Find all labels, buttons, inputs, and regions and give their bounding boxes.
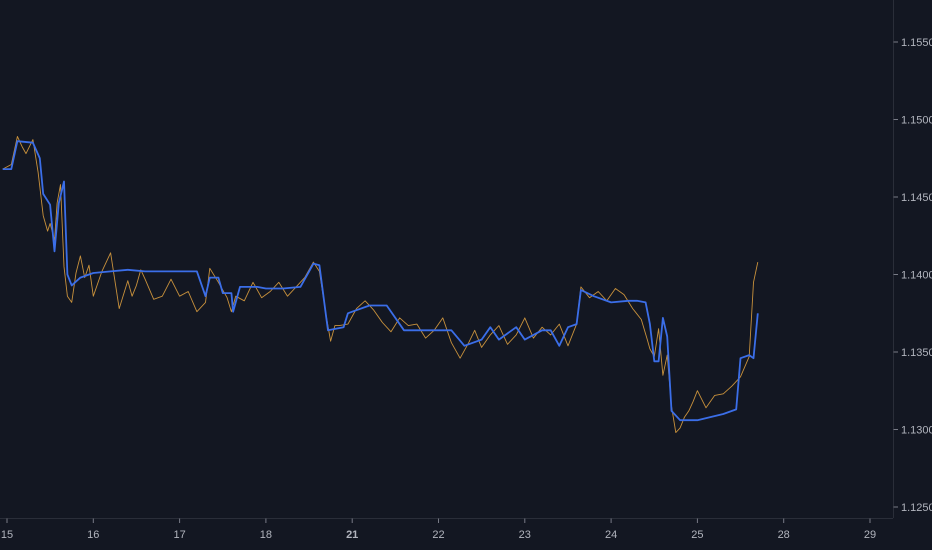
x-tick-label: 18: [260, 529, 272, 541]
y-tick-label: 1.13500: [901, 347, 932, 359]
series-line-2: [2, 140, 759, 422]
x-tick-label: 24: [605, 529, 617, 541]
price-scale[interactable]: 1.15500 1.15000 1.14500 1.14000 1.13500 1.130…: [893, 37, 932, 514]
time-scale[interactable]: 15 16 17 18 21 22 23 24 25 28 29: [1, 518, 876, 542]
y-tick-label: 1.14000: [901, 270, 932, 282]
series-layer: [2, 136, 759, 434]
x-tick-label: 28: [778, 529, 790, 541]
series-line-1: [2, 136, 759, 434]
y-tick-label: 1.12500: [901, 502, 932, 514]
x-tick-label: 15: [1, 529, 13, 541]
x-tick-label: 29: [864, 529, 876, 541]
y-tick-label: 1.13000: [901, 425, 932, 437]
x-tick-label: 22: [432, 529, 444, 541]
y-tick-label: 1.14500: [901, 192, 932, 204]
y-tick-label: 1.15500: [901, 37, 932, 49]
x-tick-label: 16: [87, 529, 99, 541]
x-tick-label: 21: [346, 529, 358, 541]
y-tick-label: 1.15000: [901, 115, 932, 127]
x-tick-label: 25: [691, 529, 703, 541]
plot-area[interactable]: [0, 0, 893, 518]
x-tick-label: 23: [519, 529, 531, 541]
x-tick-label: 17: [173, 529, 185, 541]
